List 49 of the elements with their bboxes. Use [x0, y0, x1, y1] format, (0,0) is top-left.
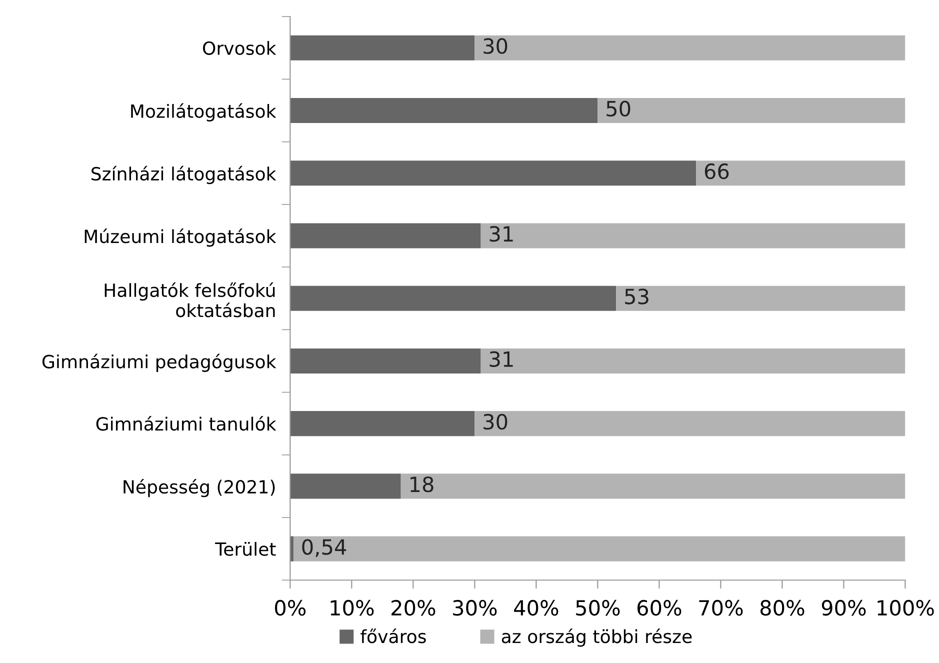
data-label: 30	[484, 38, 508, 54]
bar	[400, 474, 906, 499]
x-tick-label: 30%	[453, 600, 497, 616]
bar	[290, 98, 598, 124]
bar	[290, 474, 401, 499]
x-tick-label: 10%	[330, 600, 374, 616]
y-tick-label: Színházi látogatások	[92, 166, 276, 184]
x-tick-label: 90%	[822, 600, 866, 616]
x-tick-label: 50%	[576, 600, 620, 616]
bar	[293, 536, 906, 562]
y-tick-label: Mozilátogatások	[131, 103, 276, 122]
legend-label: főváros	[360, 628, 426, 644]
legend-label: az ország többi része	[502, 628, 692, 647]
x-tick-label: 80%	[760, 600, 804, 616]
x-tick-label: 60%	[637, 600, 682, 616]
bar	[598, 98, 906, 124]
bar	[616, 286, 906, 311]
y-tick-label: Terület	[215, 542, 276, 556]
x-tick-label: 20%	[392, 600, 436, 616]
bar	[480, 223, 906, 248]
bar	[290, 348, 481, 374]
bar	[290, 286, 616, 311]
bar	[290, 411, 475, 436]
data-label: 66	[704, 163, 729, 180]
y-tick-label: Gimnáziumi tanulók	[96, 416, 276, 431]
y-tick-label: Orvosok	[202, 41, 276, 55]
bar	[290, 223, 481, 248]
data-label: 53	[625, 288, 648, 304]
x-tick-label: 0%	[275, 600, 306, 616]
bar	[290, 35, 475, 60]
bar	[696, 160, 906, 186]
bar	[474, 35, 906, 60]
x-tick-label: 100%	[878, 600, 934, 616]
bar	[474, 411, 906, 436]
x-tick-label: 70%	[699, 600, 743, 616]
bar	[480, 348, 906, 374]
y-tick-label: Gimnáziumi pedagógusok	[42, 354, 276, 372]
bar	[290, 536, 294, 562]
y-tick-label: Hallgatók felsőfokú oktatásban	[104, 282, 275, 318]
data-label: 0,54	[302, 539, 346, 557]
y-tick-label: Népesség (2021)	[124, 478, 275, 498]
data-label: 18	[410, 476, 434, 492]
data-label: 31	[490, 351, 513, 368]
y-tick-label: Múzeumi látogatások	[84, 228, 276, 247]
x-tick-label: 40%	[514, 600, 558, 616]
data-label: 31	[490, 226, 513, 242]
data-label: 50	[606, 100, 630, 117]
bar	[290, 160, 696, 186]
data-label: 30	[484, 414, 508, 430]
